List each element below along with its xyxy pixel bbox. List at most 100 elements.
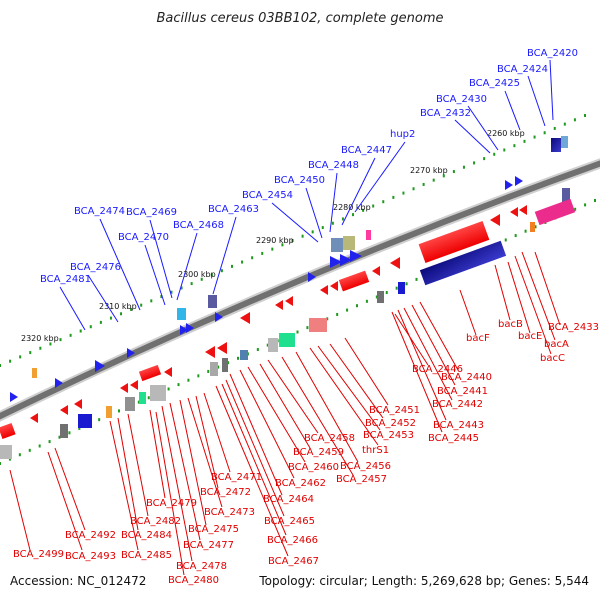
gc-tick: [8, 457, 11, 461]
gc-tick: [197, 374, 200, 378]
gc-tick: [534, 225, 537, 229]
gene-block-pink-small: [366, 230, 371, 240]
scale-tick: [230, 264, 233, 268]
leader-line: [144, 244, 166, 306]
scale-tick: [69, 333, 72, 337]
gene-block-gray3: [210, 362, 218, 376]
gene-block-orange2: [106, 406, 112, 418]
gene-arrow: [510, 207, 518, 217]
gene-arrow: [320, 285, 328, 295]
scale-tick: [19, 355, 22, 359]
forward-genes: [10, 136, 570, 402]
gc-tick: [187, 378, 190, 382]
leader-line: [419, 301, 459, 371]
scale-tick: [422, 182, 425, 186]
leader-line: [341, 157, 376, 226]
scale-tick: [150, 299, 153, 303]
gene-arrow: [330, 256, 342, 268]
leader-line: [212, 216, 237, 295]
gene-label: BCA_2473: [204, 507, 255, 518]
gene-arrow: [60, 405, 68, 415]
gene-arrow: [285, 296, 293, 306]
leader-line: [411, 304, 456, 386]
scale-tick: [341, 217, 344, 221]
leader-line: [99, 218, 141, 311]
scale-tick: [59, 338, 62, 342]
gene-box: [208, 295, 217, 308]
scale-tick: [372, 204, 375, 208]
gene-block-gray4: [222, 358, 228, 372]
leader-line: [514, 255, 552, 355]
leader-line: [329, 172, 338, 233]
leader-line: [534, 251, 561, 326]
gc-tick: [584, 203, 587, 207]
gene-label: BCA_2452: [365, 418, 416, 429]
gene-label: BCA_2477: [183, 540, 234, 551]
kbp-label-2270: 2270 kbp: [410, 166, 448, 175]
gc-tick: [375, 295, 378, 299]
gene-label: BCA_2468: [173, 220, 224, 231]
scale-tick: [452, 170, 455, 174]
gene-arrow: [10, 392, 18, 402]
leader-line: [391, 311, 443, 433]
scale-tick: [533, 135, 536, 139]
gene-block-steel: [240, 350, 248, 360]
gene-arrow: [215, 312, 223, 322]
scale-tick-row: [0, 114, 586, 367]
gene-box: [551, 138, 561, 152]
gc-tick: [524, 229, 527, 233]
kbp-label-2320: 2320 kbp: [21, 334, 59, 343]
leader-line: [225, 379, 285, 517]
reverse-genes: [0, 205, 527, 440]
scale-tick: [241, 260, 244, 264]
gene-block-pink: [534, 198, 576, 226]
leader-line: [259, 363, 311, 449]
gene-box: [418, 220, 490, 264]
gene-label: BCA_2447: [341, 145, 392, 156]
gene-label: BCA_2457: [336, 474, 387, 485]
scale-tick: [392, 195, 395, 199]
map-title: Bacillus cereus 03BB102, complete genome: [156, 11, 443, 26]
scale-tick: [523, 139, 526, 143]
leader-line: [54, 447, 86, 531]
genome-backbone-core: [0, 160, 600, 420]
gene-box: [177, 308, 186, 320]
gc-tick: [48, 440, 51, 444]
scale-tick: [291, 239, 294, 242]
gene-block-gray: [377, 291, 384, 303]
gene-label: BCA_2450: [274, 175, 325, 186]
scale-tick: [130, 307, 133, 311]
gene-label: BCA_2448: [308, 160, 359, 171]
scale-tick: [190, 282, 193, 286]
leader-line: [195, 395, 219, 489]
leader-line: [494, 264, 511, 321]
kbp-label-2310: 2310 kbp: [99, 302, 137, 311]
gc-tick: [405, 282, 408, 286]
leader-line: [267, 359, 319, 434]
gene-label: BCA_2462: [275, 478, 326, 489]
gene-box: [561, 136, 568, 148]
leader-line: [467, 105, 499, 151]
gene-arrow: [390, 257, 400, 269]
leader-line: [176, 232, 198, 301]
gene-label: BCA_2471: [211, 472, 262, 483]
leader-line: [549, 59, 554, 121]
gene-label: BCA_2482: [130, 516, 181, 527]
gene-label: BCA_2453: [363, 430, 414, 441]
gene-arrow: [372, 266, 380, 276]
scale-tick: [281, 243, 284, 247]
scale-tick: [584, 114, 586, 117]
scale-tick: [29, 351, 32, 355]
scale-tick: [402, 191, 405, 195]
gene-label: BCA_2478: [176, 561, 227, 572]
gene-arrow: [308, 272, 316, 282]
gene-block-green: [279, 333, 295, 347]
gene-label: BCA_2469: [126, 207, 177, 218]
gene-label: bacF: [466, 333, 490, 344]
scale-tick: [0, 364, 1, 367]
gene-label: BCA_2476: [70, 262, 121, 273]
gc-tick: [395, 286, 398, 290]
leader-line: [127, 413, 149, 517]
scale-tick: [120, 312, 123, 316]
